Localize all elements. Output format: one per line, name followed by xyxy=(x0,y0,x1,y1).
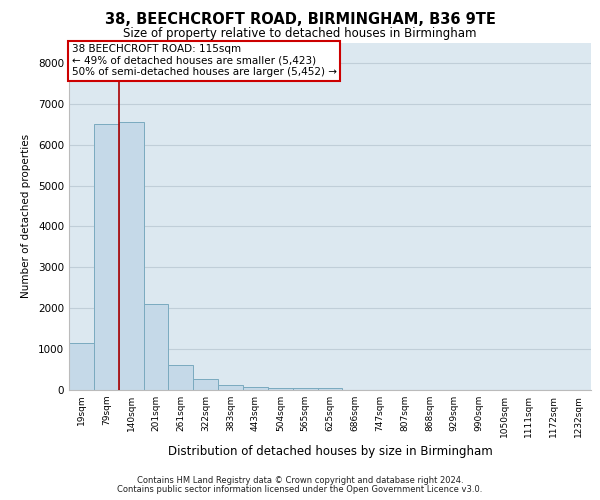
Bar xyxy=(94,124,119,390)
Text: Contains public sector information licensed under the Open Government Licence v3: Contains public sector information licen… xyxy=(118,485,482,494)
Bar xyxy=(119,122,143,390)
Bar xyxy=(268,388,293,390)
Text: Size of property relative to detached houses in Birmingham: Size of property relative to detached ho… xyxy=(123,28,477,40)
X-axis label: Distribution of detached houses by size in Birmingham: Distribution of detached houses by size … xyxy=(167,446,493,458)
Y-axis label: Number of detached properties: Number of detached properties xyxy=(21,134,31,298)
Bar xyxy=(218,384,243,390)
Bar xyxy=(293,388,317,390)
Text: 38, BEECHCROFT ROAD, BIRMINGHAM, B36 9TE: 38, BEECHCROFT ROAD, BIRMINGHAM, B36 9TE xyxy=(104,12,496,28)
Text: Contains HM Land Registry data © Crown copyright and database right 2024.: Contains HM Land Registry data © Crown c… xyxy=(137,476,463,485)
Text: 38 BEECHCROFT ROAD: 115sqm
← 49% of detached houses are smaller (5,423)
50% of s: 38 BEECHCROFT ROAD: 115sqm ← 49% of deta… xyxy=(71,44,337,78)
Bar xyxy=(169,366,193,390)
Bar xyxy=(69,343,94,390)
Bar xyxy=(317,388,343,390)
Bar xyxy=(193,378,218,390)
Bar xyxy=(243,386,268,390)
Bar xyxy=(143,304,169,390)
